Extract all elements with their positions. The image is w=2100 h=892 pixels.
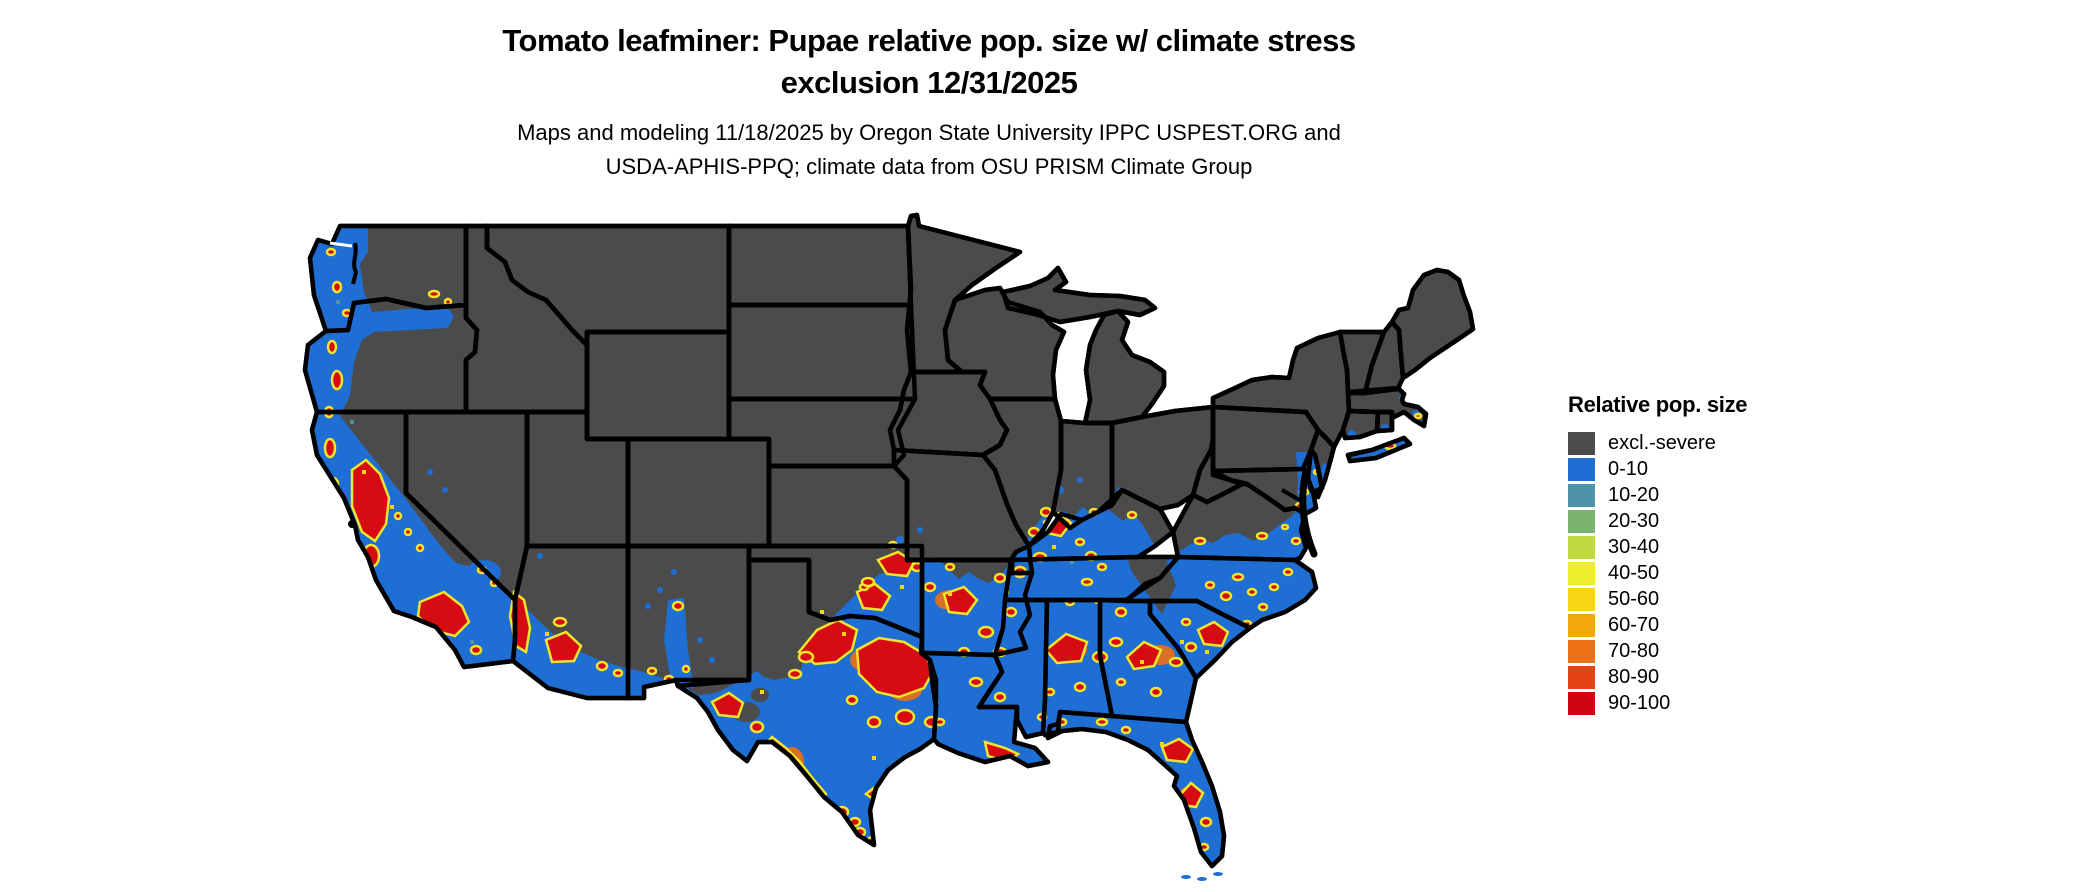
legend-label: 10-20 bbox=[1608, 484, 1660, 506]
legend-item: 30-40 bbox=[1568, 536, 1808, 559]
legend-swatch bbox=[1568, 510, 1595, 533]
water-details bbox=[329, 241, 1318, 558]
legend-swatch bbox=[1568, 484, 1595, 507]
legend-swatch bbox=[1568, 562, 1595, 585]
legend-label: excl.-severe bbox=[1608, 432, 1716, 454]
legend-label: 90-100 bbox=[1608, 692, 1671, 714]
legend-swatch bbox=[1568, 432, 1595, 455]
legend-item: 90-100 bbox=[1568, 692, 1808, 715]
legend-label: 50-60 bbox=[1608, 588, 1660, 610]
legend-label: 60-70 bbox=[1608, 614, 1660, 636]
legend-item: 60-70 bbox=[1568, 614, 1808, 637]
legend-item: 70-80 bbox=[1568, 640, 1808, 663]
legend-swatch bbox=[1568, 458, 1595, 481]
potomac-river bbox=[1281, 488, 1304, 504]
legend-item: 20-30 bbox=[1568, 510, 1808, 533]
sf-bay bbox=[348, 520, 356, 528]
legend-swatch bbox=[1568, 614, 1595, 637]
page-title: Tomato leafminer: Pupae relative pop. si… bbox=[0, 20, 1858, 104]
legend-swatch bbox=[1568, 588, 1595, 611]
title-line1: Tomato leafminer: Pupae relative pop. si… bbox=[502, 23, 1356, 58]
legend-item: 50-60 bbox=[1568, 588, 1808, 611]
legend-label: 0-10 bbox=[1608, 458, 1649, 480]
legend-item: 0-10 bbox=[1568, 458, 1808, 481]
legend-swatch bbox=[1568, 536, 1595, 559]
puget-inlet bbox=[351, 242, 359, 285]
legend-item: excl.-severe bbox=[1568, 432, 1808, 455]
legend-label: 70-80 bbox=[1608, 640, 1660, 662]
page-subtitle: Maps and modeling 11/18/2025 by Oregon S… bbox=[0, 116, 1858, 184]
legend-item: 80-90 bbox=[1568, 666, 1808, 689]
legend-item: 10-20 bbox=[1568, 484, 1808, 507]
legend-title: Relative pop. size bbox=[1568, 392, 1748, 417]
florida-keys bbox=[1181, 872, 1223, 881]
puget-sound bbox=[329, 241, 353, 248]
map-legend: Relative pop. size excl.-severe 0-10 10-20… bbox=[1568, 392, 1808, 718]
chesapeake-bay bbox=[1299, 468, 1318, 558]
legend-label: 30-40 bbox=[1608, 536, 1660, 558]
title-line2: exclusion 12/31/2025 bbox=[780, 65, 1078, 100]
legend-label: 20-30 bbox=[1608, 510, 1660, 532]
legend-label: 80-90 bbox=[1608, 666, 1660, 688]
legend-item: 40-50 bbox=[1568, 562, 1808, 585]
legend-swatch bbox=[1568, 640, 1595, 663]
legend-swatch bbox=[1568, 666, 1595, 689]
legend-swatch bbox=[1568, 692, 1595, 715]
subtitle-line1: Maps and modeling 11/18/2025 by Oregon S… bbox=[517, 120, 1341, 145]
subtitle-line2: USDA-APHIS-PPQ; climate data from OSU PR… bbox=[605, 154, 1253, 179]
legend-label: 40-50 bbox=[1608, 562, 1660, 584]
